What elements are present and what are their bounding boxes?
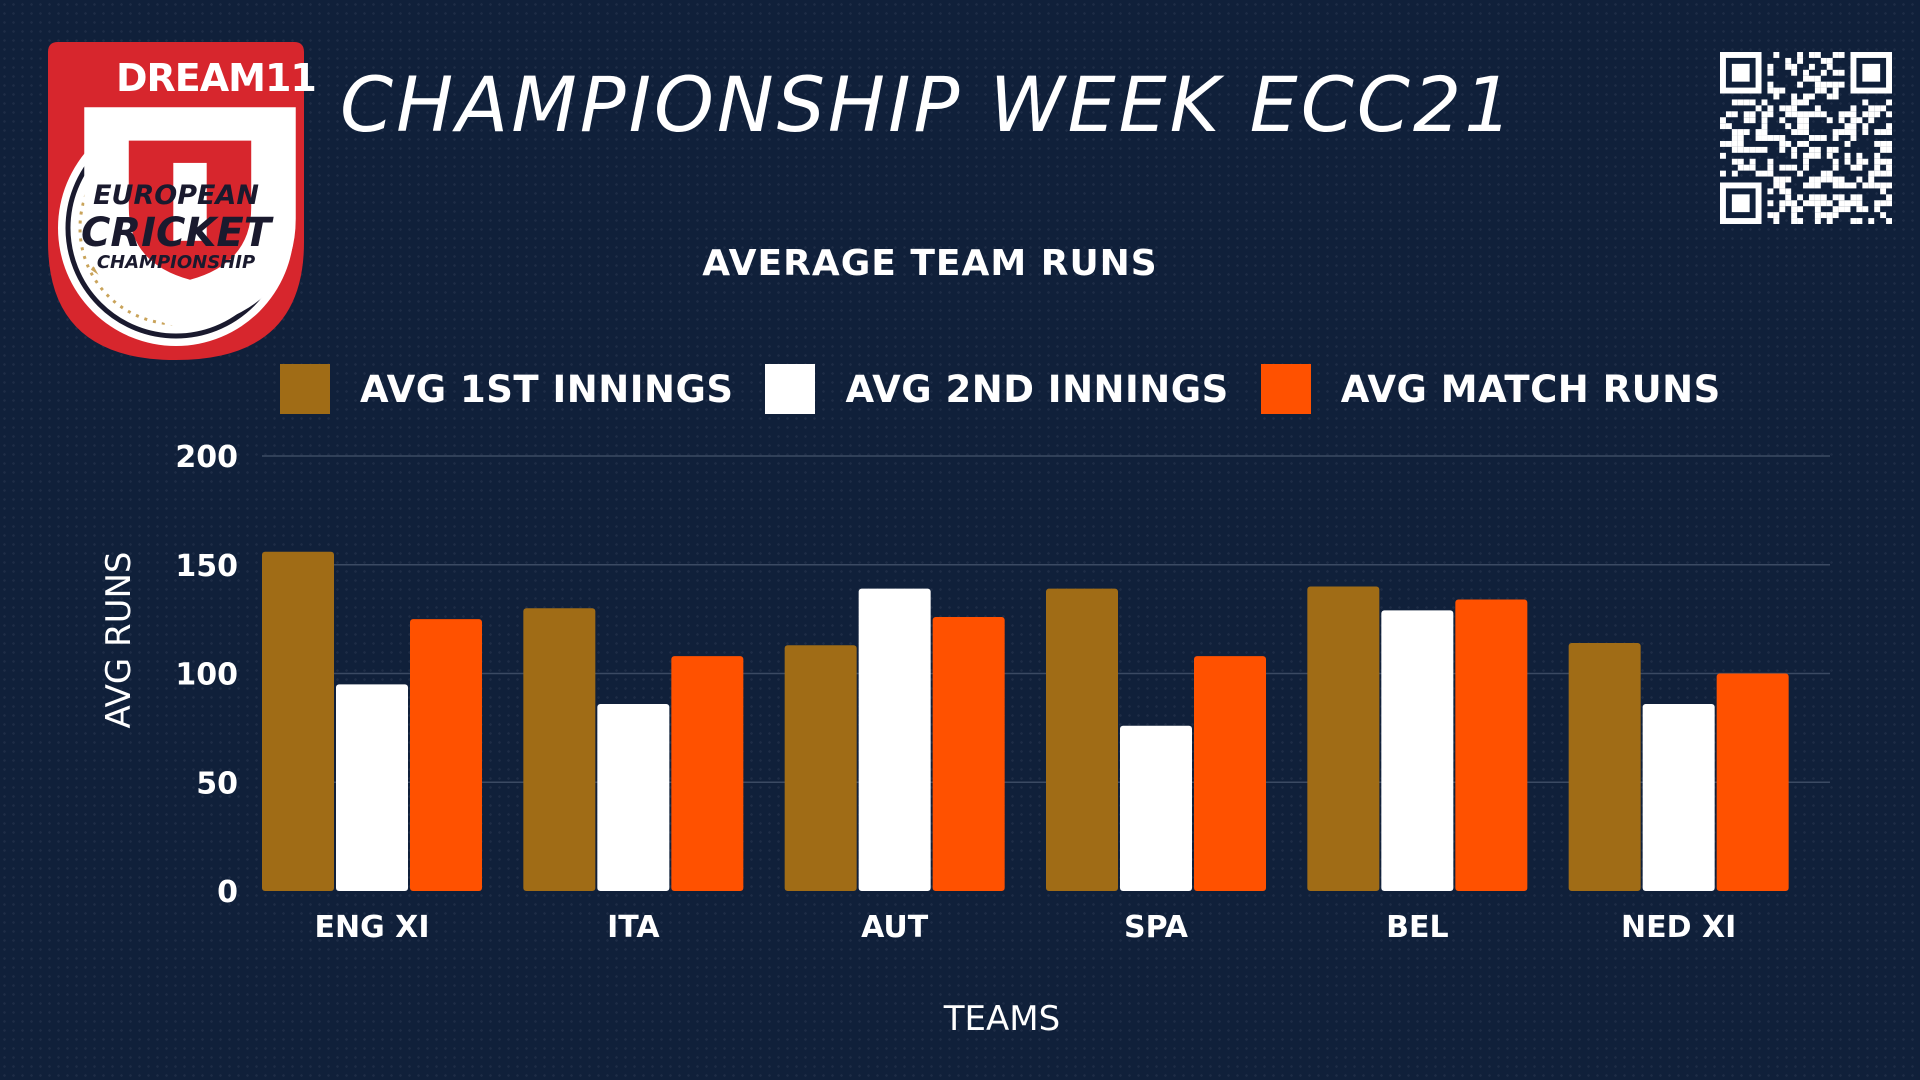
page-title: CHAMPIONSHIP WEEK ECC21 [340, 60, 1516, 149]
x-tick-label: BEL [1386, 910, 1448, 945]
bar-spa-series-2 [1120, 725, 1192, 891]
bar-eng-xi-series-1 [262, 551, 334, 891]
legend-swatch-series-3 [1260, 364, 1311, 414]
y-tick-label: 150 [175, 549, 238, 584]
y-tick-label: 0 [217, 875, 238, 910]
legend-item-series-2: AVG 2ND INNINGS [765, 364, 1228, 414]
x-tick-label: ITA [607, 910, 660, 945]
bar-aut-series-1 [784, 645, 857, 891]
bar-spa-series-3 [1194, 656, 1266, 891]
ecc-logo: DREAM11 EUROPEAN CRICKET CHAMPIONSHIP [48, 42, 317, 360]
logo-line-cricket: CRICKET [81, 210, 271, 256]
bar-ita-series-1 [523, 608, 596, 891]
x-tick-label: AUT [861, 910, 929, 945]
qr-code-icon[interactable] [1720, 52, 1892, 224]
bar-aut-series-2 [858, 588, 931, 891]
x-axis-ticks: ENG XI ITA AUT SPA BEL NED XI [315, 910, 1737, 945]
y-axis-ticks: 0 50 100 150 200 [175, 440, 238, 910]
y-tick-label: 200 [175, 440, 238, 475]
bar-ned-xi-series-2 [1642, 703, 1715, 891]
chart-legend: AVG 1ST INNINGS AVG 2ND INNINGS AVG MATC… [280, 363, 1753, 415]
logo-line-championship: CHAMPIONSHIP [96, 252, 256, 273]
x-tick-label: NED XI [1621, 910, 1736, 945]
y-axis-label: AVG RUNS [99, 551, 139, 728]
bar-ita-series-3 [671, 656, 744, 891]
logo-brand-text: DREAM11 [116, 56, 317, 100]
legend-label-series-3: AVG MATCH RUNS [1340, 367, 1721, 411]
bar-ita-series-2 [597, 703, 670, 891]
x-tick-label: SPA [1124, 910, 1189, 945]
legend-label-series-2: AVG 2ND INNINGS [845, 367, 1229, 411]
bar-eng-xi-series-2 [336, 684, 408, 891]
chart-title: AVERAGE TEAM RUNS [702, 243, 1158, 284]
bar-bel-series-2 [1381, 610, 1454, 891]
bar-spa-series-1 [1046, 588, 1118, 891]
bar-aut-series-3 [932, 616, 1005, 891]
logo-line-european: EUROPEAN [93, 180, 259, 211]
x-axis-label: TEAMS [943, 999, 1060, 1039]
bar-bel-series-1 [1307, 586, 1380, 891]
bar-bel-series-3 [1455, 599, 1528, 891]
y-tick-label: 50 [196, 766, 238, 801]
bars [262, 551, 1789, 891]
y-tick-label: 100 [175, 658, 238, 693]
dream11-shield-icon [84, 107, 296, 330]
legend-swatch-series-1 [280, 364, 330, 414]
bar-ned-xi-series-3 [1716, 673, 1789, 891]
x-tick-label: ENG XI [315, 910, 430, 945]
legend-item-series-3: AVG MATCH RUNS [1260, 364, 1721, 414]
legend-item-series-1: AVG 1ST INNINGS [280, 364, 733, 414]
legend-label-series-1: AVG 1ST INNINGS [360, 367, 734, 411]
bar-ned-xi-series-1 [1568, 643, 1641, 891]
legend-swatch-series-2 [765, 364, 816, 414]
bar-eng-xi-series-3 [410, 619, 482, 891]
